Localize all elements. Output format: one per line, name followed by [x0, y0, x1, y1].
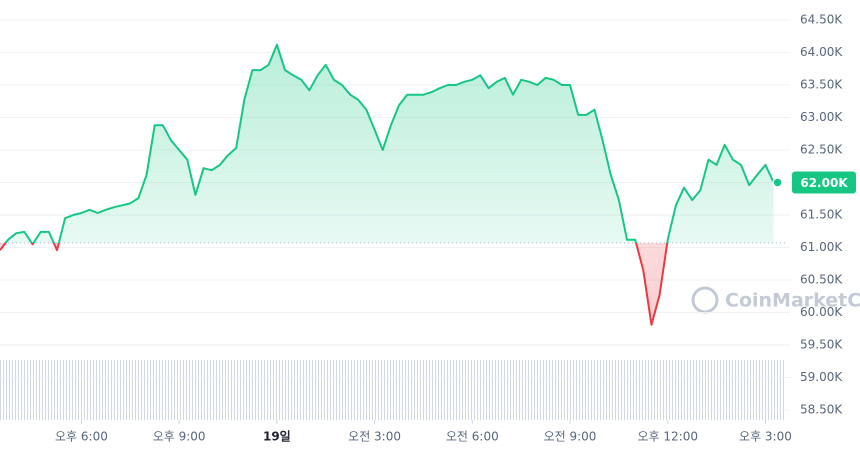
y-tick-label: 63.00K: [800, 110, 843, 124]
x-tick-label: 오후 12:00: [637, 430, 697, 444]
price-badge: [792, 171, 856, 194]
y-tick-label: 60.50K: [800, 273, 843, 287]
y-tick-label: 59.00K: [800, 370, 843, 384]
y-tick-label: 64.00K: [800, 45, 843, 59]
y-tick-label: 59.50K: [800, 338, 843, 352]
price-line-down: [0, 242, 669, 326]
y-tick-label: 63.50K: [800, 78, 843, 92]
watermark: CoinMarketCap: [725, 290, 860, 312]
volume-strip: [0, 360, 785, 420]
x-tick-label: 오후 6:00: [55, 430, 108, 444]
y-tick-label: 58.50K: [800, 403, 843, 417]
x-tick-label: 오전 3:00: [348, 430, 401, 444]
y-tick-label: 61.50K: [800, 208, 843, 222]
last-point: [772, 177, 783, 188]
x-tick-label: 19일: [263, 430, 291, 444]
watermark-logo: [691, 286, 719, 314]
y-tick-label: 60.00K: [800, 305, 843, 319]
x-tick-label: 오후 9:00: [153, 430, 206, 444]
y-tick-label: 64.50K: [800, 13, 843, 27]
y-tick-label: 61.00K: [800, 240, 843, 254]
x-tick-label: 오전 9:00: [544, 430, 597, 444]
x-tick-label: 오전 6:00: [446, 430, 499, 444]
y-tick-label: 62.50K: [800, 143, 843, 157]
price-badge-label: 62.00K: [800, 176, 848, 190]
x-tick-label: 오후 3:00: [739, 430, 792, 444]
area-up: [5, 44, 774, 243]
price-line: [4, 43, 775, 243]
